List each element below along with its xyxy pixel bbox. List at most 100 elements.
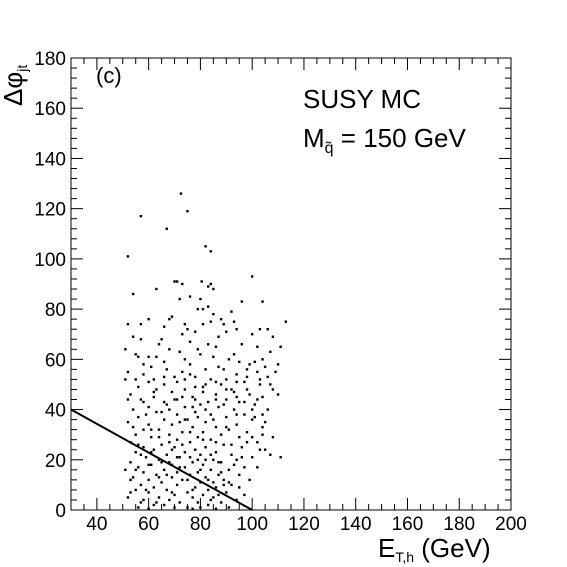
data-point [235, 458, 238, 461]
data-point [222, 483, 225, 487]
y-tick-label: 80 [45, 300, 66, 321]
data-point [191, 405, 194, 409]
data-point [204, 368, 207, 371]
data-point [219, 501, 223, 504]
data-point [162, 325, 166, 328]
data-point [206, 478, 210, 482]
data-point [147, 405, 150, 409]
data-point [271, 335, 275, 338]
data-point [147, 507, 150, 510]
data-point [212, 496, 215, 499]
data-point [212, 458, 215, 461]
data-point [271, 435, 275, 439]
data-point [194, 486, 197, 489]
data-point [155, 355, 158, 359]
annotation-mass: Mq̃ = 150 GeV [303, 123, 466, 157]
data-point [225, 415, 228, 419]
data-point [263, 365, 267, 369]
data-point [183, 451, 187, 454]
data-point [212, 481, 215, 484]
data-point [126, 322, 130, 326]
data-point [219, 471, 223, 474]
data-point [165, 403, 168, 406]
data-point [129, 461, 132, 464]
data-point [225, 378, 228, 381]
data-point [219, 461, 223, 464]
data-point [194, 330, 197, 333]
data-point [139, 338, 143, 341]
data-point [222, 443, 225, 446]
data-point [250, 408, 254, 411]
data-point [214, 507, 218, 510]
data-point [258, 378, 262, 381]
data-point [243, 413, 246, 416]
data-point [137, 415, 140, 419]
data-point [142, 446, 145, 449]
data-point [178, 456, 181, 459]
data-point [178, 297, 181, 301]
data-point [258, 448, 262, 451]
data-point [261, 395, 264, 399]
data-point [204, 383, 207, 386]
data-point [238, 473, 241, 477]
annotation-susy-mc: SUSY MC [303, 84, 421, 114]
data-point [168, 498, 171, 502]
data-point [173, 493, 176, 497]
data-point [196, 458, 200, 461]
data-point [225, 425, 228, 429]
data-point [243, 493, 246, 497]
data-point [139, 322, 143, 326]
data-point [144, 413, 148, 416]
data-point [150, 428, 153, 431]
data-point [201, 438, 205, 441]
x-tick-label: 40 [86, 514, 107, 535]
data-point [227, 358, 231, 361]
data-point [129, 478, 132, 482]
data-point [175, 398, 179, 401]
data-point [230, 443, 233, 446]
data-point [245, 388, 249, 391]
data-point [142, 363, 145, 366]
data-point [214, 398, 218, 401]
data-point [209, 282, 212, 286]
data-point [227, 468, 231, 472]
data-point [168, 433, 171, 436]
annotation-mass-suffix: = 150 GeV [334, 123, 467, 153]
data-point [238, 486, 241, 489]
data-point [235, 373, 238, 376]
data-point [284, 320, 288, 323]
x-tick-label: 60 [138, 514, 159, 535]
y-axis-label: Δφjt [0, 65, 30, 106]
data-point [194, 385, 197, 389]
data-point [243, 380, 246, 384]
data-point [232, 390, 236, 394]
data-point [137, 506, 140, 509]
data-point [240, 456, 244, 459]
data-point [214, 380, 218, 384]
data-point [157, 476, 161, 479]
data-point [170, 448, 174, 451]
data-point [227, 481, 231, 484]
data-point [186, 418, 189, 421]
data-point [157, 496, 161, 499]
data-point [124, 378, 127, 381]
data-point [238, 435, 241, 439]
y-tick-label: 120 [34, 200, 66, 221]
data-point [188, 430, 192, 434]
x-tick-label: 200 [495, 514, 527, 535]
data-point [235, 498, 238, 502]
data-point [219, 317, 223, 321]
data-point [188, 373, 192, 376]
data-point [165, 368, 168, 371]
y-tick-label: 160 [34, 99, 66, 120]
data-point [165, 473, 168, 477]
data-point [183, 388, 187, 391]
data-point [168, 441, 171, 444]
data-point [181, 430, 184, 434]
data-point [261, 425, 264, 429]
data-point [240, 343, 244, 346]
data-point [175, 483, 179, 487]
data-point [261, 358, 264, 361]
data-point [271, 388, 275, 391]
data-point [230, 483, 233, 487]
